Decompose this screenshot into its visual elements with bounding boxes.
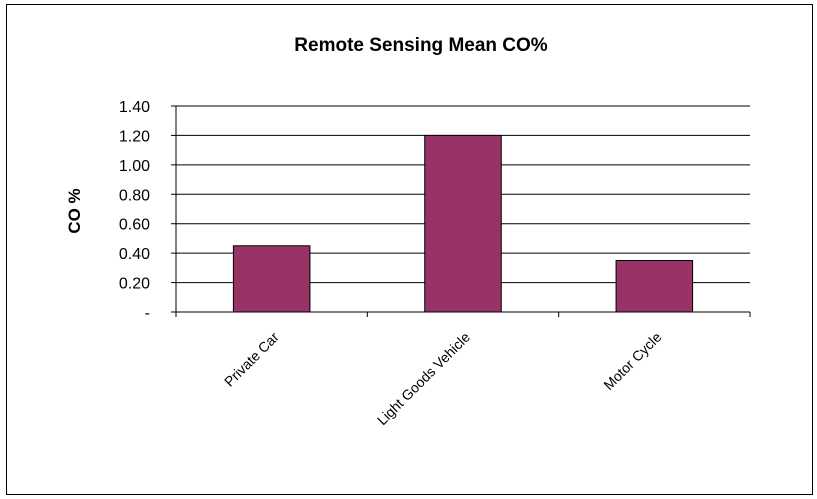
x-category-label: Motor Cycle: [600, 329, 664, 393]
y-tick-label: 0.60: [119, 217, 150, 234]
chart-title: Remote Sensing Mean CO%: [294, 35, 547, 56]
y-tick-label: 0.40: [119, 246, 150, 263]
y-tick-label: 1.40: [119, 99, 150, 116]
category-labels: Private Car Light Goods Vehicle Motor Cycl…: [221, 329, 665, 429]
bar-light-goods-vehicle: [424, 134, 502, 313]
y-tick-label: 1.00: [119, 158, 150, 175]
bar-private-car: [232, 245, 311, 313]
tick-labels: - 0.20 0.40 0.60 0.80 1.00 1.20 1.40: [119, 99, 150, 322]
bars: [232, 134, 694, 313]
x-category-label: Private Car: [221, 329, 282, 390]
y-tick-label: 1.20: [119, 128, 150, 145]
x-category-label: Light Goods Vehicle: [374, 329, 474, 429]
chart-frame: [6, 4, 813, 495]
y-tick-label: 0.80: [119, 187, 150, 204]
axes: [171, 105, 751, 317]
y-axis-label: CO %: [65, 188, 84, 233]
y-tick-label: 0.20: [119, 276, 150, 293]
y-tick-label: -: [145, 305, 150, 322]
bar-motor-cycle: [615, 260, 694, 313]
